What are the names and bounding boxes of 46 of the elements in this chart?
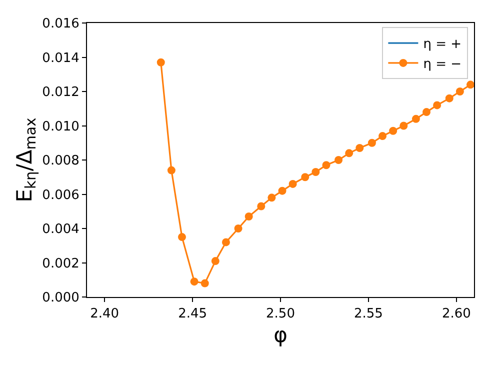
y-tick-label: 0.006 [42,188,80,203]
point [278,186,286,195]
point [268,194,276,202]
point [200,279,209,288]
point [244,212,253,221]
point [178,233,186,242]
point [257,202,266,210]
y-tick-label: 0.004 [42,222,80,238]
point [156,58,165,66]
point [422,108,430,116]
x-axis-title: φ [274,322,288,347]
point [190,278,198,286]
point [288,180,297,188]
point [211,257,220,266]
legend-label: η = + [423,37,462,52]
x-tick-label: 2.40 [90,306,120,322]
point [400,122,408,130]
point [222,238,230,246]
x-tick-label: 2.55 [354,306,383,322]
x-tick-label: 2.60 [442,306,471,322]
x-tick-label: 2.45 [178,306,208,322]
y-tick-label: 0.008 [42,154,80,169]
point [368,138,376,147]
point [456,88,464,96]
point [466,80,474,89]
point [356,144,364,152]
point [312,168,320,176]
point [433,101,442,110]
point [445,94,454,102]
y-tick-label: 0.014 [42,50,80,66]
y-tick-label: 0.002 [42,256,80,272]
point [345,149,354,158]
point [301,173,310,182]
point [389,126,398,135]
point [334,156,343,164]
point [322,161,330,170]
point [167,166,176,174]
y-tick-label: 0.010 [42,119,80,134]
y-tick-label: 0.016 [42,16,80,32]
x-tick-label: 2.50 [266,306,295,322]
y-tick-label: 0.012 [42,85,80,100]
y-tick-label: 0.000 [42,290,80,306]
legend-label: η = − [423,57,462,72]
point [378,132,387,140]
point [412,114,420,123]
point [234,224,242,232]
